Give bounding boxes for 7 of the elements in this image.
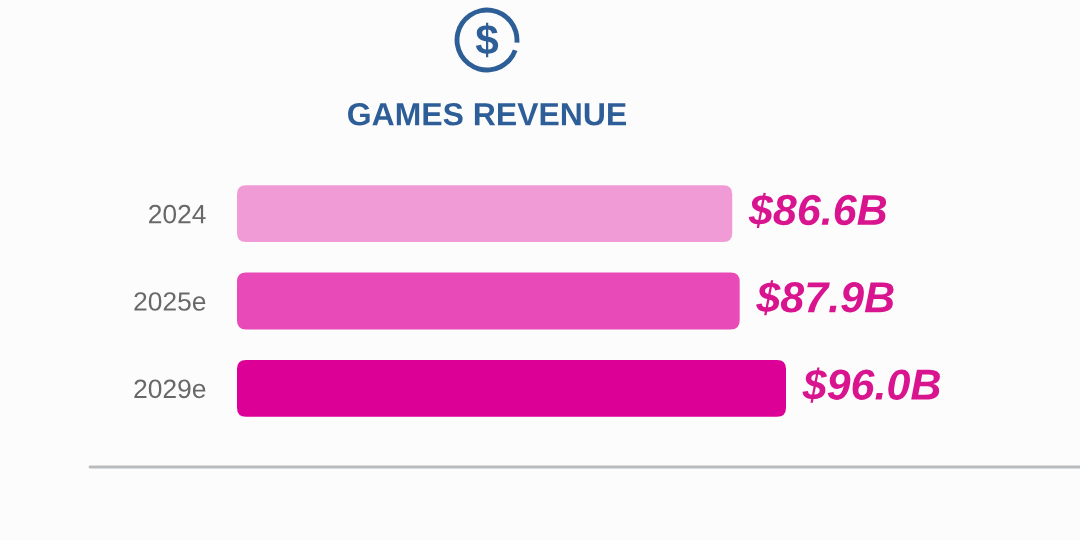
data-label: $87.9B xyxy=(756,280,894,316)
data-label: $96.0B xyxy=(802,367,940,403)
chart-title: GAMES REVENUE xyxy=(348,102,626,126)
y-tick-label: 2025e xyxy=(134,292,206,311)
y-tick-label: 2029e xyxy=(134,379,206,399)
data-label: $86.6B xyxy=(748,192,887,228)
y-tick-label: 2024 xyxy=(149,204,206,224)
